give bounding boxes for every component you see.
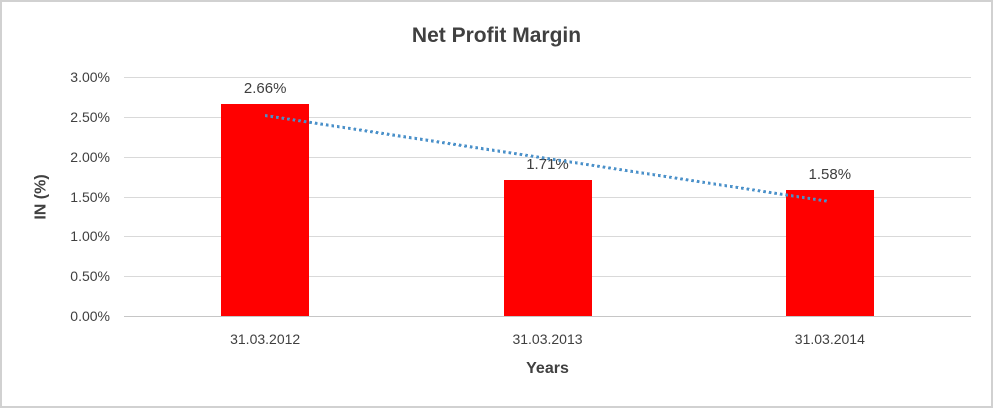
gridline <box>124 116 971 118</box>
gridline <box>124 77 971 78</box>
chart-title: Net Profit Margin <box>411 24 582 47</box>
y-tick-label: 3.00% <box>70 69 110 85</box>
bar-data-label: 2.66% <box>243 80 287 98</box>
bar-31.03.2014 <box>785 190 874 316</box>
x-axis-title: Years <box>526 360 569 377</box>
bar-31.03.2013 <box>503 179 592 316</box>
x-tick-label: 31.03.2013 <box>512 331 583 347</box>
x-tick-label: 31.03.2012 <box>230 331 301 347</box>
y-tick-label: 0.00% <box>70 308 110 324</box>
bar-31.03.2012 <box>221 104 310 316</box>
y-tick-label: 1.50% <box>70 188 110 205</box>
y-tick-label: 2.50% <box>70 108 110 125</box>
y-tick-label: 0.50% <box>70 268 110 285</box>
y-tick-label: 2.00% <box>70 148 110 165</box>
bar-data-label: 1.58% <box>808 166 852 184</box>
x-axis-line <box>124 316 971 317</box>
y-tick-label: 1.00% <box>70 228 110 245</box>
x-tick-label: 31.03.2014 <box>794 331 865 347</box>
